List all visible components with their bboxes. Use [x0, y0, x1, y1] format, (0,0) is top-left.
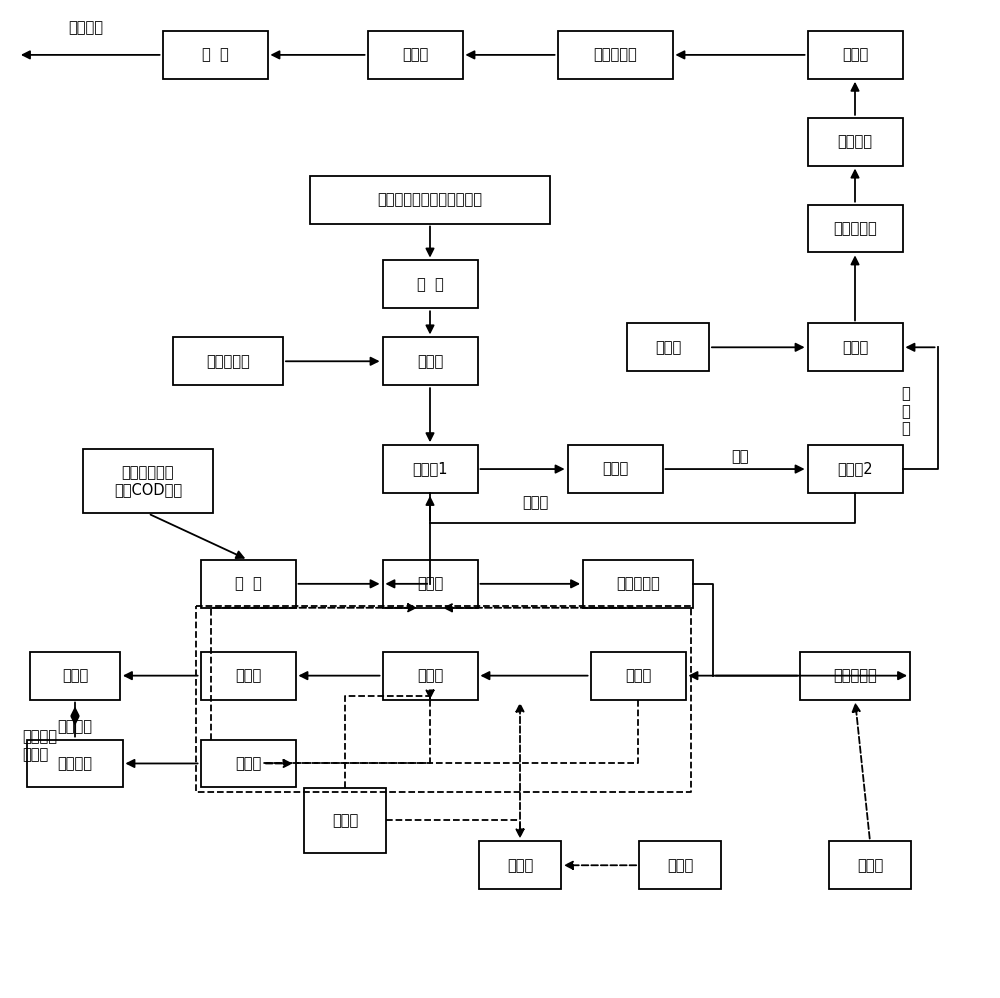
Text: 蒸发器2: 蒸发器2 [837, 461, 873, 477]
Text: 达标排放: 达标排放 [58, 719, 92, 735]
Bar [808, 118, 902, 166]
Bar [27, 740, 122, 787]
Text: 好氧反应器: 好氧反应器 [833, 668, 877, 684]
Bar [639, 841, 721, 889]
Bar [583, 560, 693, 608]
Bar [200, 652, 296, 700]
Bar [479, 841, 561, 889]
Text: 污泥池: 污泥池 [235, 755, 261, 771]
Bar [382, 337, 478, 385]
Bar [808, 31, 902, 79]
Text: 格  栅: 格 栅 [417, 276, 443, 292]
Bar [83, 449, 213, 513]
Text: 烟  囱: 烟 囱 [202, 47, 228, 63]
Text: 溶气罐: 溶气罐 [507, 857, 533, 873]
Text: 生活污水及其
它低COD污水: 生活污水及其 它低COD污水 [114, 465, 182, 497]
Text: 三氯吡啶醇钠和毒死蜱废水: 三氯吡啶醇钠和毒死蜱废水 [378, 192, 482, 208]
Text: 过滤器: 过滤器 [235, 668, 261, 684]
Text: 废热锅炉: 废热锅炉 [838, 134, 872, 150]
Text: 酸碱中和器: 酸碱中和器 [206, 353, 250, 369]
Bar [808, 445, 902, 493]
Bar [568, 445, 662, 493]
Bar [800, 652, 910, 700]
Text: 母液: 母液 [731, 449, 749, 465]
Bar [558, 31, 672, 79]
Text: 污泥脱水: 污泥脱水 [58, 755, 92, 771]
Bar [382, 560, 478, 608]
Bar [382, 445, 478, 493]
Text: 集水池: 集水池 [62, 668, 88, 684]
Bar [173, 337, 283, 385]
Text: 污泥焚烧
或外运: 污泥焚烧 或外运 [22, 730, 57, 761]
Bar [304, 788, 386, 852]
Bar [162, 31, 268, 79]
Bar [808, 205, 902, 252]
Text: 空压机: 空压机 [667, 857, 693, 873]
Text: 焚烧炉: 焚烧炉 [842, 339, 868, 355]
Bar [310, 176, 550, 224]
Bar [200, 740, 296, 787]
Text: 达标排放: 达标排放 [68, 20, 103, 36]
Text: 高温除尘器: 高温除尘器 [833, 221, 877, 237]
Text: 结晶池: 结晶池 [602, 461, 628, 477]
Text: 厌氧反应器: 厌氧反应器 [616, 576, 660, 592]
Text: 碱洗塔: 碱洗塔 [842, 47, 868, 63]
Text: 调节池: 调节池 [417, 576, 443, 592]
Bar [808, 323, 902, 371]
Text: 沉淀池: 沉淀池 [625, 668, 651, 684]
Bar [30, 652, 120, 700]
Text: 釜残液: 釜残液 [655, 339, 681, 355]
Bar [590, 652, 686, 700]
Bar [382, 652, 478, 700]
Bar [368, 31, 462, 79]
Bar [200, 560, 296, 608]
Text: 蒸发器1: 蒸发器1 [412, 461, 448, 477]
Text: 格  栅: 格 栅 [235, 576, 261, 592]
Text: 残
渣
液: 残 渣 液 [902, 386, 910, 436]
Bar [382, 260, 478, 308]
Text: 气浮器: 气浮器 [417, 668, 443, 684]
Text: 鼓风机: 鼓风机 [857, 857, 883, 873]
Text: 引风机: 引风机 [402, 47, 428, 63]
Text: 加药罐: 加药罐 [332, 812, 358, 828]
Text: 中和池: 中和池 [417, 353, 443, 369]
Text: 冷凝液: 冷凝液 [522, 495, 548, 511]
Bar [829, 841, 911, 889]
Bar [627, 323, 709, 371]
Text: 水膜除尘器: 水膜除尘器 [593, 47, 637, 63]
